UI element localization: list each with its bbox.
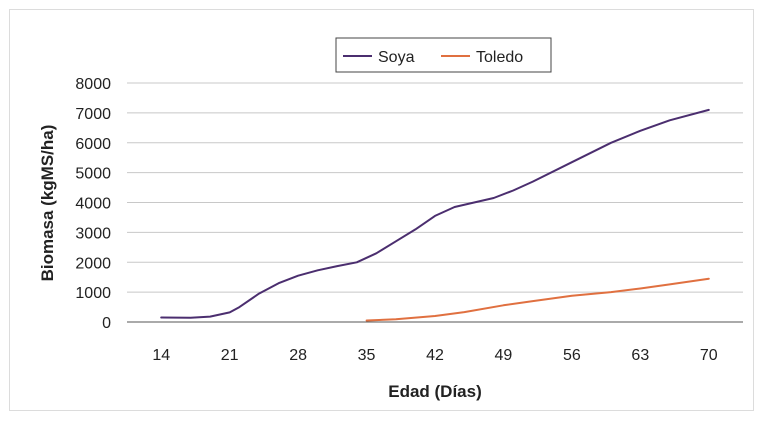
series-line-toledo bbox=[365, 277, 710, 322]
x-tick-label: 56 bbox=[563, 347, 581, 364]
y-tick-label: 0 bbox=[102, 315, 111, 332]
y-tick-label: 7000 bbox=[75, 106, 111, 123]
y-axis-title: Biomasa (kgMS/ha) bbox=[38, 125, 57, 282]
x-tick-label: 49 bbox=[495, 347, 513, 364]
x-tick-label: 63 bbox=[631, 347, 649, 364]
y-tick-label: 2000 bbox=[75, 255, 111, 272]
y-tick-label: 4000 bbox=[75, 196, 111, 213]
x-tick-label: 42 bbox=[426, 347, 444, 364]
legend-label-toledo: Toledo bbox=[476, 49, 523, 66]
y-tick-label: 8000 bbox=[75, 76, 111, 93]
legend-label-soya: Soya bbox=[378, 49, 415, 66]
x-tick-labels: 14 21 28 35 42 49 56 63 70 bbox=[152, 347, 717, 364]
y-tick-label: 1000 bbox=[75, 285, 111, 302]
gridlines bbox=[127, 82, 743, 293]
x-axis-title: Edad (Días) bbox=[388, 382, 482, 401]
series-line-soya bbox=[160, 108, 710, 319]
x-tick-label: 28 bbox=[289, 347, 307, 364]
x-tick-label: 14 bbox=[152, 347, 170, 364]
series-lines bbox=[160, 108, 710, 322]
x-tick-label: 35 bbox=[358, 347, 376, 364]
y-tick-label: 3000 bbox=[75, 225, 111, 242]
x-tick-label: 21 bbox=[221, 347, 239, 364]
y-tick-label: 5000 bbox=[75, 166, 111, 183]
y-tick-labels: 0 1000 2000 3000 4000 5000 6000 7000 8000 bbox=[75, 76, 111, 332]
chart-frame bbox=[9, 9, 754, 411]
legend: Soya Toledo bbox=[335, 37, 552, 73]
x-tick-label: 70 bbox=[700, 347, 718, 364]
y-tick-label: 6000 bbox=[75, 136, 111, 153]
